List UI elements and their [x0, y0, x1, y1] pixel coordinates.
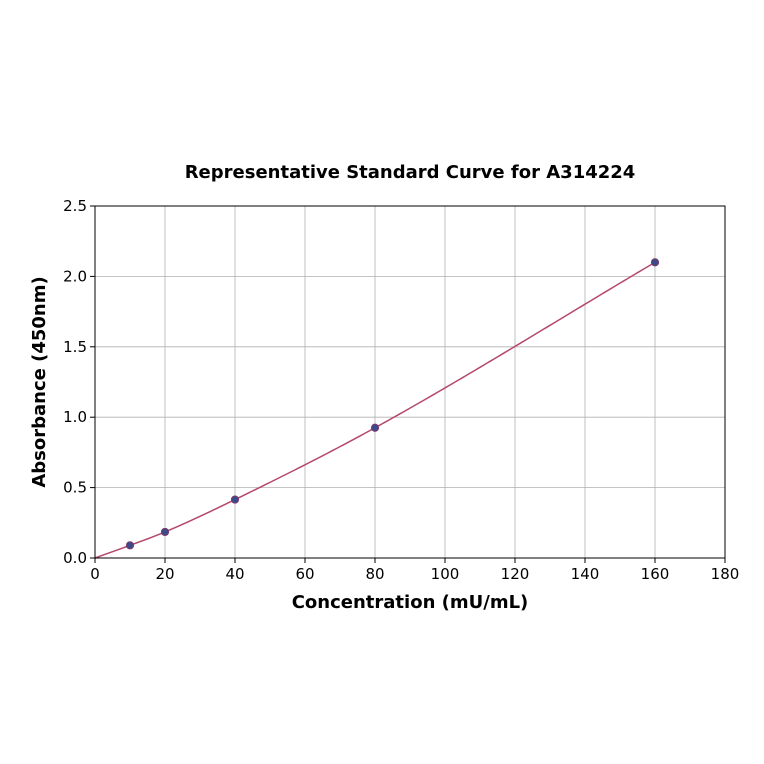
- x-axis-label: Concentration (mU/mL): [292, 592, 529, 613]
- grid-layer: [94, 205, 726, 559]
- chart-title: Representative Standard Curve for A31422…: [185, 162, 636, 183]
- x-tick-label: 80: [365, 565, 384, 583]
- plot-frame: [94, 205, 726, 559]
- y-tick-label: 2.5: [63, 197, 87, 215]
- x-tick-label: 160: [641, 565, 670, 583]
- y-tick-label: 0.5: [63, 479, 87, 497]
- data-point: [125, 541, 135, 550]
- data-point: [370, 423, 380, 432]
- data-point: [160, 527, 170, 537]
- x-tick-label: 100: [431, 565, 460, 583]
- y-axis-label: Absorbance (450nm): [29, 276, 50, 487]
- y-tick-label: 0.0: [63, 549, 87, 567]
- tick-layer: 0 20 40 60 80 100 120 140 160 180 0.0 0.5 1.0 1.5 2.0 2…: [63, 197, 739, 583]
- x-tick-label: 120: [501, 565, 530, 583]
- x-tick-label: 20: [155, 565, 174, 583]
- x-tick-label: 60: [295, 565, 314, 583]
- point-layer: [125, 258, 660, 550]
- x-tick-label: 140: [571, 565, 600, 583]
- y-tick-label: 2.0: [63, 267, 87, 285]
- y-tick-label: 1.5: [63, 338, 87, 356]
- x-tick-label: 0: [90, 565, 100, 583]
- x-tick-label: 180: [711, 565, 740, 583]
- data-point: [230, 495, 240, 504]
- data-point: [650, 258, 660, 267]
- y-tick-label: 1.0: [63, 408, 87, 426]
- x-tick-label: 40: [225, 565, 244, 583]
